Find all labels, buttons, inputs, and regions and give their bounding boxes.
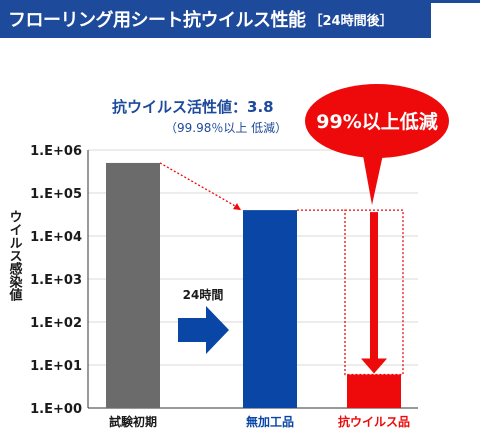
bars — [106, 162, 401, 408]
y-tick-label-5: 1.E+05 — [30, 187, 82, 202]
callout-pointer — [362, 150, 384, 205]
header-accent-line — [431, 0, 480, 3]
x-label-0: 試験初期 — [109, 414, 157, 429]
trend-connector-line — [159, 162, 240, 209]
y-tick-label-4: 1.E+04 — [30, 230, 82, 245]
reduction-percent-annotation: （99.98％以上 低減） — [165, 121, 288, 135]
callout-bubble — [305, 84, 449, 158]
reduction-arrowhead — [361, 358, 387, 374]
y-tick-labels: 1.E+00 1.E+01 1.E+02 1.E+03 1.E+04 1.E+05 1.E+… — [30, 144, 82, 417]
trend-connector-arrowhead — [233, 203, 241, 211]
title-bar: フローリング用シート抗ウイルス性能 ［24時間後］ — [0, 0, 431, 38]
y-tick-label-1: 1.E+01 — [30, 359, 82, 374]
time-arrow-icon — [178, 306, 229, 354]
callout-text: 99%以上低減 — [316, 110, 437, 133]
x-label-2: 抗ウイルス品 — [338, 414, 410, 429]
y-axis-label: ウイルス感染値 — [7, 210, 24, 302]
bar-1 — [243, 210, 297, 408]
time-arrow-label: 24時間 — [183, 287, 224, 302]
bar-0 — [106, 162, 160, 408]
y-tick-label-6: 1.E+06 — [30, 144, 82, 159]
x-label-1: 無加工品 — [246, 414, 294, 429]
bar-2 — [347, 374, 401, 408]
y-tick-label-3: 1.E+03 — [30, 273, 82, 288]
x-category-labels: 試験初期 無加工品 抗ウイルス品 — [109, 414, 410, 429]
y-tick-label-0: 1.E+00 — [30, 402, 82, 417]
reduction-outline — [344, 209, 404, 376]
page-subtitle: ［24時間後］ — [309, 13, 393, 29]
page-title: フローリング用シート抗ウイルス性能 — [8, 10, 306, 31]
reduction-arrow-shaft — [370, 212, 378, 361]
chart-annotations: ウイルス感染値 99%以上低減 24時間 — [7, 84, 449, 376]
y-tick-label-2: 1.E+02 — [30, 316, 82, 331]
activity-value-annotation: 抗ウイルス活性値：3.8 — [112, 98, 274, 116]
